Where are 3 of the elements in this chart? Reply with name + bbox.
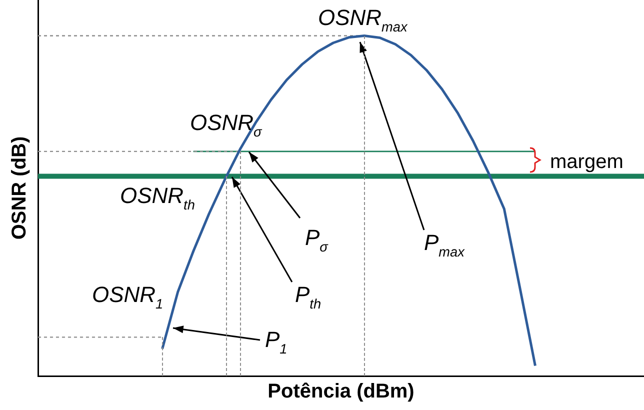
y-axis-title: OSNR (dB): [8, 136, 31, 240]
x-axis-title: Potência (dBm): [268, 380, 414, 403]
annotation: margem: [550, 151, 624, 173]
